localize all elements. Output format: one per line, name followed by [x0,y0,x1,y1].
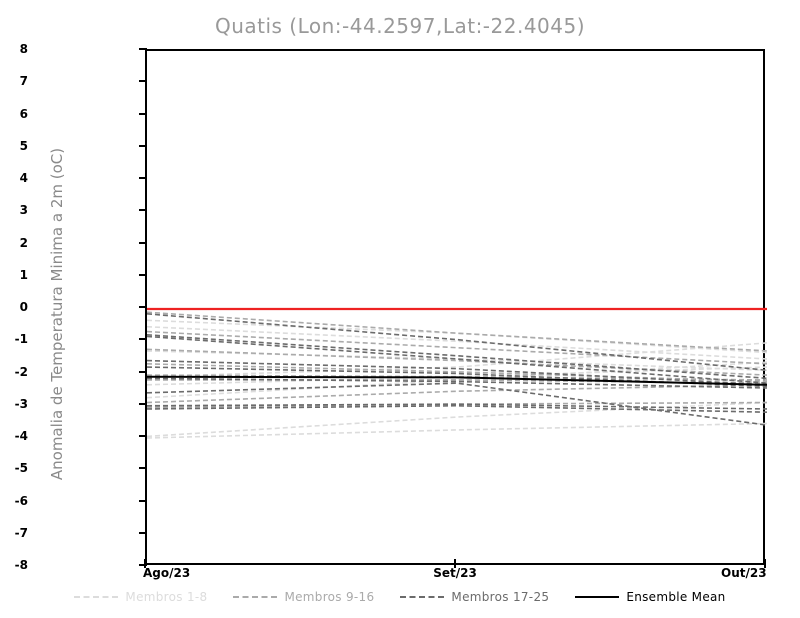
x-tick-mark [454,559,456,568]
y-axis-label: Anomalia de Temperatura Minima a 2m (oC) [48,147,66,481]
y-tick-mark [139,564,147,566]
y-tick-mark [139,467,147,470]
member-line [147,313,767,372]
y-tick-mark [139,402,147,405]
legend-label: Membros 9-16 [284,590,375,604]
legend-label: Membros 1-8 [125,590,208,604]
member-line [147,334,767,380]
member-line [147,325,767,360]
member-line [147,350,767,372]
y-tick-mark [139,48,147,50]
member-line [147,403,767,410]
member-line [147,359,767,386]
x-tick-label: Out/23 [721,566,767,580]
member-line [147,404,767,413]
legend-swatch [400,596,445,598]
y-tick-mark [139,499,147,502]
y-tick-label: -7 [14,525,28,540]
x-tick-label: Set/23 [433,566,477,580]
y-tick-mark [139,241,147,244]
member-line [147,401,767,438]
y-tick-label: -6 [14,493,28,508]
y-tick-mark [139,144,147,147]
y-tick-label: -4 [14,429,28,443]
member-line [147,422,767,439]
y-tick-label: 3 [19,203,28,218]
legend-item: Membros 9-16 [233,590,374,604]
member-line [147,366,767,386]
legend-item: Membros 17-25 [400,590,549,604]
y-tick-label: -1 [14,332,28,347]
member-line [147,383,767,404]
y-tick-mark [139,177,147,179]
x-tick-mark [764,559,766,568]
y-tick-mark [139,273,147,276]
y-tick-label: -8 [14,558,28,572]
y-tick-mark [139,306,147,308]
y-tick-label: -5 [14,461,28,476]
legend-item: Ensemble Mean [575,590,725,604]
member-line [147,382,767,426]
member-line [147,319,767,354]
legend-swatch [575,596,620,598]
y-tick-mark [139,338,147,341]
y-tick-label: 5 [19,138,28,153]
member-line [147,401,767,409]
y-tick-label: -3 [14,396,28,411]
member-line [147,363,767,383]
y-tick-label: 6 [19,106,28,121]
legend-label: Ensemble Mean [626,590,726,604]
ensemble-mean-line [147,375,767,386]
y-tick-mark [139,435,147,437]
y-tick-mark [139,80,147,83]
y-tick-mark [139,370,147,373]
member-line [147,330,767,365]
legend-swatch [74,596,119,598]
legend-swatch [233,596,278,598]
x-tick-mark [144,559,146,568]
y-tick-label: 7 [19,74,28,89]
y-tick-mark [139,209,147,212]
legend-label: Membros 17-25 [451,590,550,604]
member-line [147,377,767,389]
y-tick-label: 1 [19,267,28,282]
plot-area [145,49,767,565]
chart-legend: Membros 1-8 Membros 9-16 Membros 17-25 Ense… [0,586,800,608]
chart-title: Quatis (Lon:-44.2597,Lat:-22.4045) [214,14,586,38]
y-tick-mark [139,112,147,115]
member-line [147,374,767,381]
y-tick-label: 2 [19,235,28,250]
y-tick-mark [139,531,147,534]
ensemble-line-plot [147,307,767,439]
y-tick-label: 0 [19,300,28,314]
x-tick-label: Ago/23 [143,566,191,580]
y-tick-label: 4 [19,171,28,185]
member-line [147,311,767,352]
legend-item: Membros 1-8 [74,590,207,604]
y-tick-label: 8 [19,42,28,56]
y-tick-label: -2 [14,364,28,379]
